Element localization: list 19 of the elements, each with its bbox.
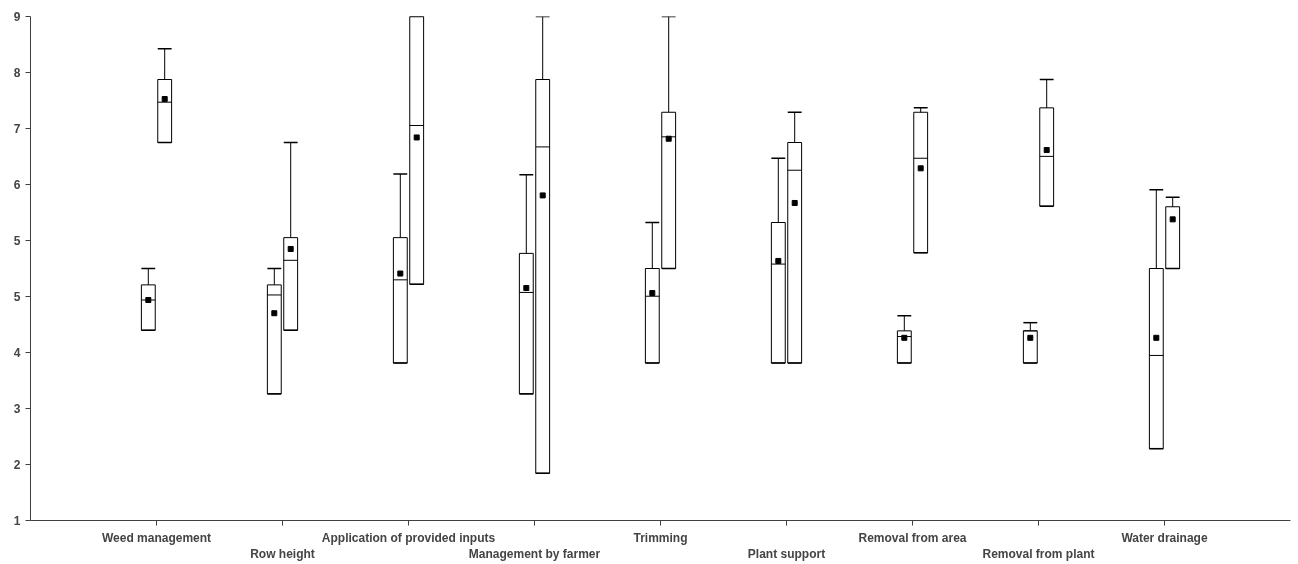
y-tick-label: 5 (13, 289, 21, 304)
y-tick-label: 8 (13, 66, 21, 81)
y-tick-label: 6 (13, 178, 21, 193)
y-tick-label: 7 (13, 122, 21, 137)
x-tick-label: Weed management (101, 530, 212, 545)
y-tick-label: 3 (13, 401, 21, 416)
x-tick-label: Removal from plant (982, 547, 1095, 562)
x-tick-label: Management by farmer (468, 547, 601, 562)
x-tick-label: Removal from area (858, 530, 967, 545)
y-tick-label: 9 (13, 10, 21, 24)
x-tick-label: Application of provided inputs (321, 530, 496, 545)
x-tick-label: Plant support (747, 547, 826, 562)
y-tick-label: 1 (13, 514, 21, 528)
y-tick-label: 4 (13, 345, 21, 360)
y-tick-label: 2 (13, 457, 21, 472)
x-tick-label: Row height (250, 547, 315, 562)
x-tick-label: Water drainage (1121, 530, 1208, 545)
y-tick-label: 5 (13, 234, 21, 249)
x-tick-label: Trimming (633, 530, 688, 545)
